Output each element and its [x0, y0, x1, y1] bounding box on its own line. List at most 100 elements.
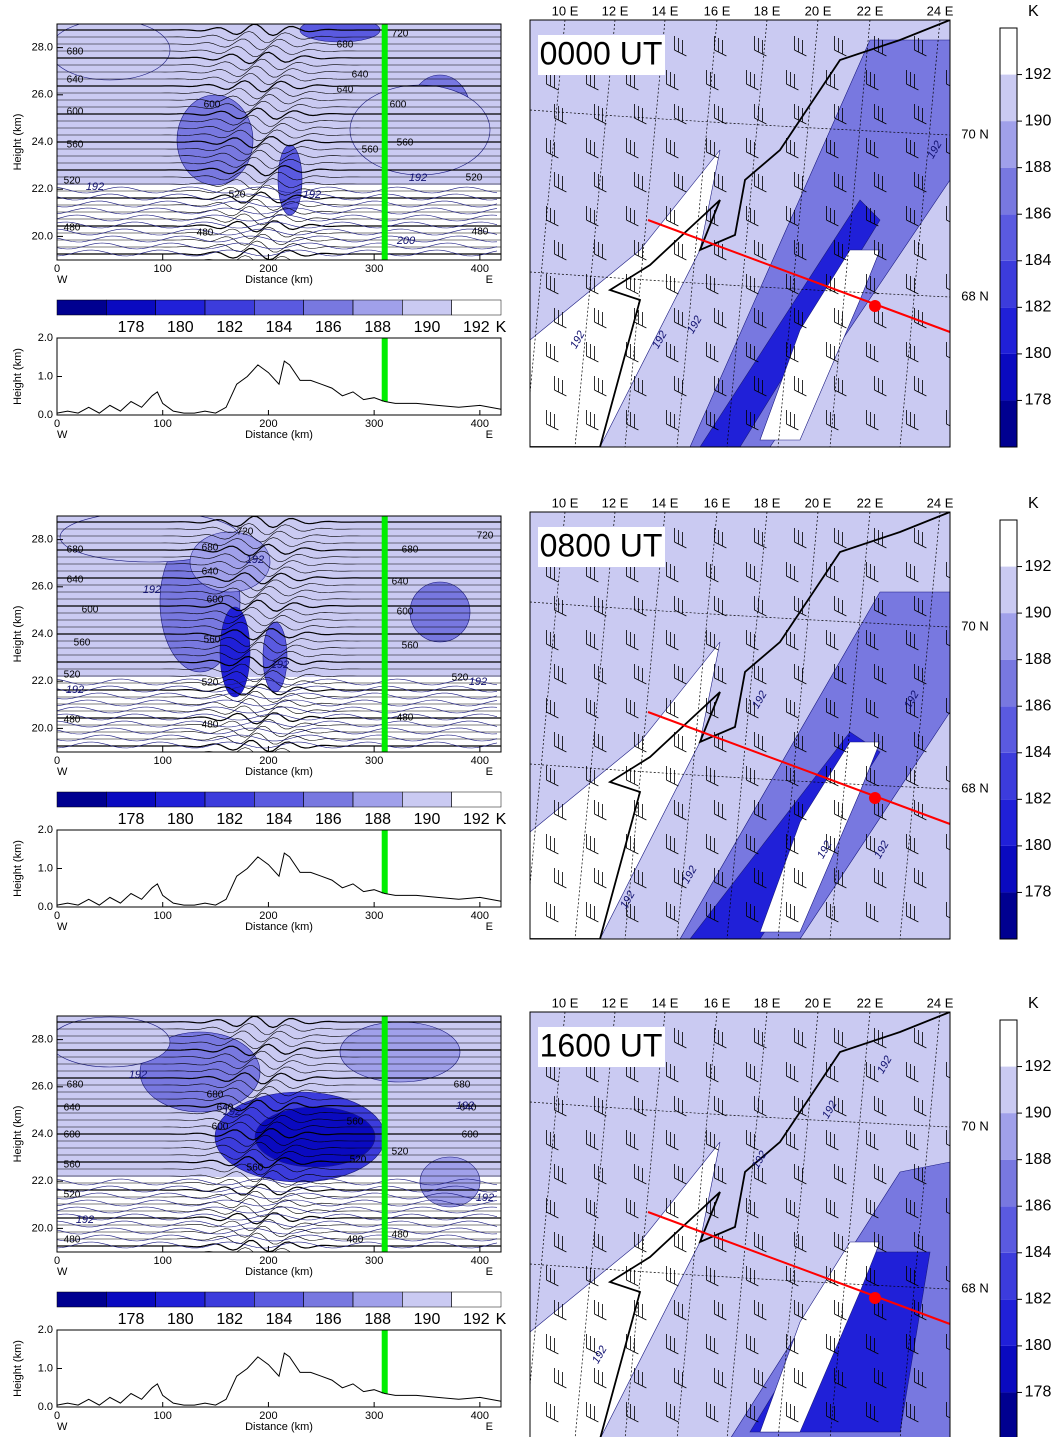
- wind-barb: [906, 1198, 919, 1219]
- wind-barb: [586, 902, 599, 923]
- contour-label: 560: [362, 145, 379, 156]
- isentrope: [57, 670, 501, 683]
- contour-label: 520: [466, 173, 483, 184]
- wind-barb: [914, 732, 927, 753]
- wind-barb: [626, 766, 639, 787]
- isentrope: [57, 87, 501, 100]
- temperature-contour: [57, 242, 498, 250]
- map: [530, 20, 950, 447]
- wind-barb: [946, 902, 950, 919]
- isentrope: [57, 24, 501, 37]
- wind-barb: [594, 664, 607, 685]
- temperature-contour: [57, 692, 498, 700]
- wind-barb: [594, 732, 607, 753]
- x-tick-label: 200: [259, 910, 277, 922]
- wind-barb: [794, 36, 807, 57]
- wind-barb: [594, 240, 607, 261]
- y-tick-label: 22.0: [32, 675, 53, 687]
- parallel: [530, 763, 950, 790]
- wind-barb: [834, 240, 847, 261]
- colorbar-label: 190: [1025, 604, 1052, 621]
- wind-barb: [906, 1266, 919, 1287]
- colorbar-swatch: [1000, 1066, 1017, 1114]
- y-tick-label: 28.0: [32, 534, 53, 546]
- y-axis-label: Height (km): [12, 840, 24, 897]
- lat-label: 70 N: [961, 1118, 988, 1133]
- wind-barb: [746, 70, 759, 91]
- contour-label: 600: [390, 100, 407, 111]
- wind-barb: [946, 342, 950, 359]
- wind-barb: [714, 104, 727, 125]
- wind-barb: [754, 172, 767, 193]
- wind-barb: [906, 766, 919, 787]
- wind-barb: [554, 664, 567, 685]
- wind-barb: [594, 1096, 607, 1117]
- wind-barb: [586, 766, 599, 787]
- wind-barb: [914, 868, 927, 889]
- colorbar-label: 184: [266, 811, 293, 828]
- wind-barb: [914, 1232, 927, 1253]
- wind-barb: [674, 172, 687, 193]
- lon-label: 20 E: [805, 995, 832, 1010]
- x-axis-label: Distance (km): [245, 274, 313, 286]
- wind-barb: [546, 902, 559, 923]
- wind-barb: [794, 1164, 807, 1185]
- colorbar-swatch: [155, 299, 206, 316]
- shaded-region: [57, 24, 171, 81]
- cross-section: [57, 516, 501, 752]
- wind-barb: [666, 1130, 679, 1151]
- wind-barb: [634, 596, 647, 617]
- wind-barb: [706, 630, 719, 651]
- colorbar-label: 182: [1025, 299, 1052, 316]
- map-frame: [529, 19, 951, 448]
- wind-barb: [794, 732, 807, 753]
- lon-label: 10 E: [552, 3, 579, 18]
- wind-barb: [626, 274, 639, 295]
- cold-region: [530, 149, 721, 447]
- wind-barb: [546, 138, 559, 159]
- meridian: [899, 20, 941, 447]
- wind-barb: [594, 596, 607, 617]
- wind-barb: [914, 1300, 927, 1321]
- y-tick-label: 24.0: [32, 1128, 53, 1140]
- temperature-contour: [57, 186, 498, 194]
- colorbar-label: 178: [118, 1311, 145, 1328]
- lon-label: 14 E: [652, 3, 679, 18]
- x-tick-label: 100: [154, 910, 172, 922]
- wind-barb: [714, 528, 727, 549]
- wind-barb: [546, 1266, 559, 1287]
- colorbar-label: 178: [1025, 392, 1052, 409]
- contour-label: 560: [397, 138, 414, 149]
- colorbar-label: 178: [1025, 1384, 1052, 1401]
- section-line: [647, 711, 950, 825]
- wind-barb: [946, 1198, 950, 1215]
- wind-barb: [826, 562, 839, 583]
- colorbar-label: 180: [1025, 345, 1052, 362]
- x-tick-label: 300: [365, 910, 383, 922]
- contour-label: 480: [397, 713, 414, 724]
- x-end-label: E: [486, 429, 493, 441]
- contour-label: 680: [454, 1080, 471, 1091]
- contour-label: 640: [67, 75, 84, 86]
- temperature-contour: [57, 1213, 498, 1221]
- wind-barb: [714, 732, 727, 753]
- wind-barb: [706, 766, 719, 787]
- meridian: [726, 1012, 768, 1437]
- meridian: [726, 20, 768, 447]
- wind-barb: [946, 630, 950, 647]
- lat-label: 68 N: [961, 288, 988, 303]
- wind-barb: [746, 834, 759, 855]
- x-tick-label: 100: [154, 1410, 172, 1422]
- isentrope: [57, 1114, 501, 1127]
- wind-barb: [546, 766, 559, 787]
- wind-barb: [706, 834, 719, 855]
- wind-barb: [666, 1402, 679, 1423]
- y-tick-label: 22.0: [32, 183, 53, 195]
- isentrope: [57, 606, 501, 619]
- isentrope: [57, 523, 501, 535]
- wind-barb: [666, 1062, 679, 1083]
- colorbar-unit: K: [1028, 3, 1039, 20]
- wind-barb: [834, 104, 847, 125]
- colorbar-swatch: [451, 1291, 502, 1308]
- wind-barb: [586, 1334, 599, 1355]
